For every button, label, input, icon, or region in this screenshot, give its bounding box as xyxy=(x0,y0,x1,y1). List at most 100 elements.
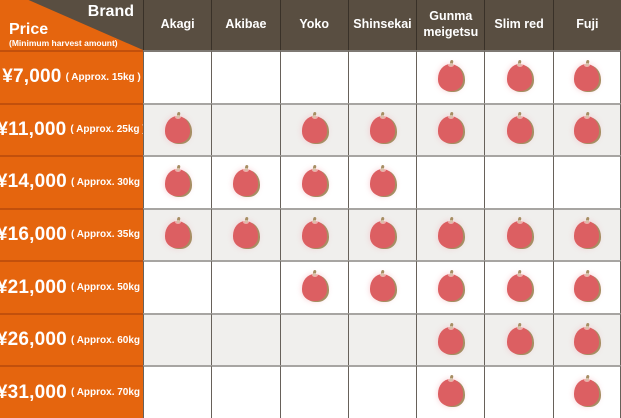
price-value: ¥11,000 xyxy=(0,118,67,140)
availability-cell-fuji-row2 xyxy=(552,102,621,156)
availability-cell-yoko-row4 xyxy=(279,207,348,261)
availability-cell-shinsekai-row7 xyxy=(347,365,417,418)
availability-cell-slim-red-row6 xyxy=(484,312,553,366)
apple-icon xyxy=(438,115,464,144)
availability-cell-yoko-row7 xyxy=(279,365,348,418)
availability-cell-yoko-row1 xyxy=(279,50,348,103)
availability-cell-shinsekai-row6 xyxy=(347,312,417,366)
apple-icon xyxy=(506,62,532,91)
availability-cell-shinsekai-row1 xyxy=(347,50,417,103)
availability-cell-gunma-meigetsu-row6 xyxy=(416,312,485,366)
availability-cell-gunma-meigetsu-row2 xyxy=(416,102,485,156)
apple-icon xyxy=(574,378,600,407)
apple-icon xyxy=(506,115,532,144)
price-value: ¥26,000 xyxy=(0,329,67,351)
availability-cell-akibae-row4 xyxy=(211,207,280,261)
apple-icon xyxy=(165,115,191,144)
availability-cell-akagi-row1 xyxy=(143,50,212,103)
apple-icon xyxy=(301,273,327,302)
availability-cell-yoko-row6 xyxy=(279,312,348,366)
availability-cell-akagi-row4 xyxy=(143,207,212,261)
availability-cell-slim-red-row7 xyxy=(484,365,553,418)
column-header-yoko: Yoko xyxy=(279,0,348,50)
availability-cell-shinsekai-row3 xyxy=(347,155,417,208)
column-header-fuji: Fuji xyxy=(552,0,621,50)
price-axis-label: Price xyxy=(9,21,49,38)
column-header-akagi: Akagi xyxy=(143,0,212,50)
availability-cell-fuji-row6 xyxy=(552,312,621,366)
apple-icon xyxy=(233,167,259,196)
apple-icon xyxy=(369,220,395,249)
min-harvest-amount: ( Approx. 15kg ) xyxy=(65,71,141,83)
price-row-header-6: ¥26,000( Approx. 60kg ) xyxy=(0,312,147,366)
min-harvest-amount: ( Approx. 35kg ) xyxy=(70,229,147,241)
availability-cell-yoko-row3 xyxy=(279,155,348,208)
availability-cell-fuji-row3 xyxy=(552,155,621,208)
availability-cell-slim-red-row5 xyxy=(484,260,553,313)
availability-cell-slim-red-row1 xyxy=(484,50,553,103)
price-value: ¥16,000 xyxy=(0,223,67,245)
availability-cell-akagi-row6 xyxy=(143,312,212,366)
availability-cell-akibae-row7 xyxy=(211,365,280,418)
column-header-gunma-meigetsu: Gunma meigetsu xyxy=(416,0,485,50)
price-row-header-1: ¥7,000( Approx. 15kg ) xyxy=(0,50,143,103)
price-row-header-2: ¥11,000( Approx. 25kg ) xyxy=(0,102,146,156)
availability-cell-gunma-meigetsu-row1 xyxy=(416,50,485,103)
apple-icon xyxy=(438,378,464,407)
availability-cell-akibae-row5 xyxy=(211,260,280,313)
availability-cell-akibae-row6 xyxy=(211,312,280,366)
price-row-header-4: ¥16,000( Approx. 35kg ) xyxy=(0,207,147,261)
apple-icon xyxy=(301,167,327,196)
availability-cell-gunma-meigetsu-row7 xyxy=(416,365,485,418)
availability-cell-shinsekai-row4 xyxy=(347,207,417,261)
min-harvest-amount: ( Approx. 70kg ) xyxy=(70,387,147,399)
column-header-slim-red: Slim red xyxy=(484,0,553,50)
min-harvest-amount: ( Approx. 50kg ) xyxy=(70,282,147,294)
availability-cell-gunma-meigetsu-row4 xyxy=(416,207,485,261)
availability-cell-gunma-meigetsu-row3 xyxy=(416,155,485,208)
apple-icon xyxy=(574,62,600,91)
apple-icon xyxy=(574,115,600,144)
apple-icon xyxy=(369,273,395,302)
min-harvest-amount: ( Approx. 25kg ) xyxy=(70,124,146,136)
availability-cell-akagi-row7 xyxy=(143,365,212,418)
apple-icon xyxy=(301,115,327,144)
apple-icon xyxy=(301,220,327,249)
apple-icon xyxy=(438,325,464,354)
availability-cell-yoko-row5 xyxy=(279,260,348,313)
column-header-shinsekai: Shinsekai xyxy=(347,0,417,50)
availability-cell-fuji-row4 xyxy=(552,207,621,261)
apple-icon xyxy=(165,167,191,196)
availability-cell-slim-red-row3 xyxy=(484,155,553,208)
apple-icon xyxy=(506,220,532,249)
min-harvest-amount: ( Approx. 30kg ) xyxy=(70,176,147,188)
price-value: ¥14,000 xyxy=(0,171,67,193)
availability-cell-akagi-row5 xyxy=(143,260,212,313)
apple-icon xyxy=(165,220,191,249)
apple-icon xyxy=(233,220,259,249)
price-row-header-3: ¥14,000( Approx. 30kg ) xyxy=(0,155,147,208)
price-row-header-5: ¥21,000( Approx. 50kg ) xyxy=(0,260,147,313)
availability-cell-akibae-row3 xyxy=(211,155,280,208)
apple-icon xyxy=(438,62,464,91)
table-corner-cell: Brand Price (Minimum harvest amount) xyxy=(0,0,143,50)
apple-icon xyxy=(574,273,600,302)
price-axis-sublabel: (Minimum harvest amount) xyxy=(9,38,118,48)
availability-cell-akibae-row1 xyxy=(211,50,280,103)
price-value: ¥21,000 xyxy=(0,276,67,298)
apple-icon xyxy=(438,273,464,302)
availability-cell-fuji-row5 xyxy=(552,260,621,313)
availability-cell-gunma-meigetsu-row5 xyxy=(416,260,485,313)
brand-axis-label: Brand xyxy=(87,3,134,20)
apple-icon xyxy=(574,220,600,249)
min-harvest-amount: ( Approx. 60kg ) xyxy=(70,334,147,346)
apple-icon xyxy=(506,325,532,354)
availability-cell-akagi-row2 xyxy=(143,102,212,156)
availability-cell-shinsekai-row5 xyxy=(347,260,417,313)
availability-cell-slim-red-row2 xyxy=(484,102,553,156)
availability-cell-yoko-row2 xyxy=(279,102,348,156)
availability-cell-fuji-row1 xyxy=(552,50,621,103)
apple-icon xyxy=(574,325,600,354)
availability-cell-fuji-row7 xyxy=(552,365,621,418)
